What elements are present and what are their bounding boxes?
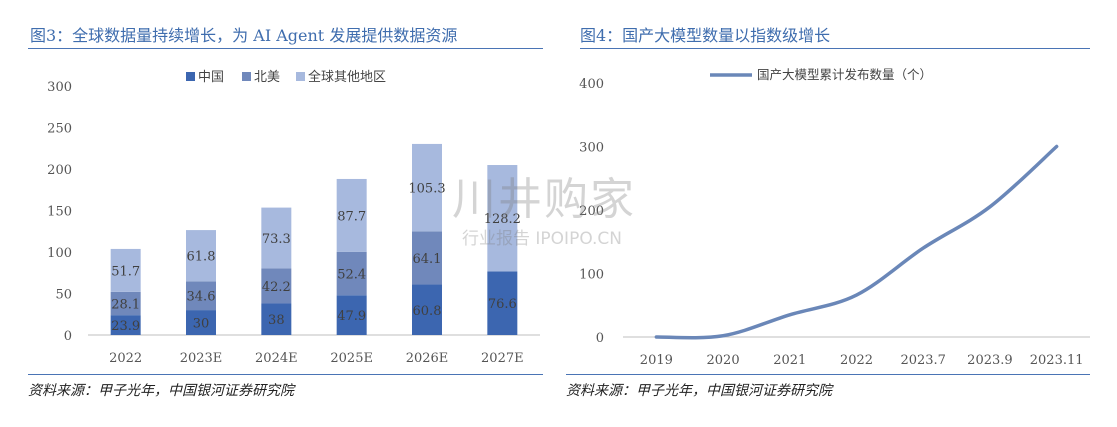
x-tick-label: 2019: [640, 353, 673, 368]
right-chart-title: 图4：国产大模型数量以指数级增长: [580, 26, 831, 45]
right-bottom-rule: [566, 374, 1090, 375]
bar-segment: [487, 165, 518, 272]
left-source-note: 资料来源：甲子光年，中国银河证券研究院: [28, 383, 294, 399]
y-tick-label: 100: [47, 246, 72, 261]
bar-segment: [336, 178, 367, 252]
data-label: 34.6: [187, 290, 216, 305]
bar-segment: [336, 295, 367, 335]
legend-swatch: [186, 72, 195, 81]
data-label: 128.2: [484, 212, 521, 227]
data-label: 87.7: [337, 209, 366, 224]
x-tick-label: 2023.9: [967, 353, 1013, 368]
data-label: 61.8: [187, 250, 216, 265]
x-tick-label: 2020: [707, 353, 740, 368]
left-chart-title: 图3：全球数据量持续增长，为 AI Agent 发展提供数据资源: [30, 26, 458, 45]
bar-segment: [487, 271, 518, 335]
left-bottom-rule: [28, 374, 543, 375]
bar-segment: [412, 143, 442, 232]
x-tick-label: 2025E: [330, 351, 373, 366]
data-label: 105.3: [408, 182, 445, 197]
legend-swatch: [296, 72, 305, 81]
bar-segment: [110, 248, 141, 292]
y-tick-label: 50: [55, 288, 72, 303]
data-label: 38: [268, 313, 285, 328]
bar-segment: [412, 284, 442, 335]
data-label: 30: [193, 317, 210, 332]
y-tick-label: 200: [47, 163, 72, 178]
data-label: 60.8: [413, 304, 442, 319]
right-line-chart: 0 100 200 300 400 2019 2020 2021 2022 2023.7 2023.…: [579, 67, 1090, 368]
x-tick-label: 2022: [109, 351, 142, 366]
left-stacked-bar-chart: 0 50 100 150 200 250 300 23.9 28.1 51.7 2022 30 34.6…: [47, 69, 540, 366]
bar-segment: [110, 291, 141, 316]
data-label: 47.9: [337, 309, 366, 324]
data-label: 73.3: [262, 232, 291, 247]
legend-label: 国产大模型累计发布数量（个）: [757, 67, 932, 82]
right-top-rule: [580, 48, 1090, 49]
legend-swatch: [242, 72, 251, 81]
y-tick-label: 300: [47, 80, 72, 95]
data-label: 64.1: [413, 252, 442, 267]
legend-label: 全球其他地区: [308, 69, 386, 85]
bar-segment: [412, 231, 442, 285]
y-tick-label: 300: [579, 141, 604, 156]
series-line: [654, 144, 1059, 340]
y-tick-label: 0: [64, 329, 72, 344]
data-label: 23.9: [111, 319, 140, 334]
bar-segment: [186, 281, 216, 311]
x-tick-label: 2022: [840, 353, 873, 368]
legend-label: 中国: [198, 70, 224, 85]
left-panel: 图3：全球数据量持续增长，为 AI Agent 发展提供数据资源 0 50 100 1…: [0, 0, 550, 427]
x-tick-label: 2027E: [481, 351, 524, 366]
x-tick-label: 2023E: [180, 351, 223, 366]
bar-segment: [261, 207, 292, 269]
x-tick-label: 2021: [773, 353, 806, 368]
left-top-rule: [28, 48, 543, 49]
y-tick-label: 400: [579, 77, 604, 92]
data-label: 42.2: [262, 280, 291, 295]
y-tick-label: 150: [47, 205, 72, 220]
bar-segment: [336, 251, 367, 296]
x-tick-label: 2024E: [255, 351, 298, 366]
bar-segment: [186, 230, 216, 282]
bar-segment: [110, 315, 141, 335]
x-tick-label: 2023.11: [1030, 353, 1084, 368]
right-source-note: 资料来源：甲子光年，中国银河证券研究院: [566, 383, 832, 399]
data-label: 52.4: [337, 267, 366, 282]
bar-segment: [261, 303, 292, 335]
x-tick-label: 2026E: [406, 351, 449, 366]
y-tick-label: 0: [596, 331, 604, 346]
y-tick-label: 250: [47, 122, 72, 137]
right-panel: 图4：国产大模型数量以指数级增长 0 100 200 300 400 2019 2020 20…: [550, 0, 1117, 427]
bar-segment: [186, 310, 216, 335]
y-tick-label: 100: [579, 268, 604, 283]
data-label: 76.6: [488, 297, 517, 312]
x-tick-label: 2023.7: [900, 353, 946, 368]
data-label: 51.7: [111, 264, 140, 279]
legend-label: 北美: [254, 70, 280, 85]
y-tick-label: 200: [579, 204, 604, 219]
bar-segment: [261, 268, 292, 304]
data-label: 28.1: [111, 298, 140, 313]
